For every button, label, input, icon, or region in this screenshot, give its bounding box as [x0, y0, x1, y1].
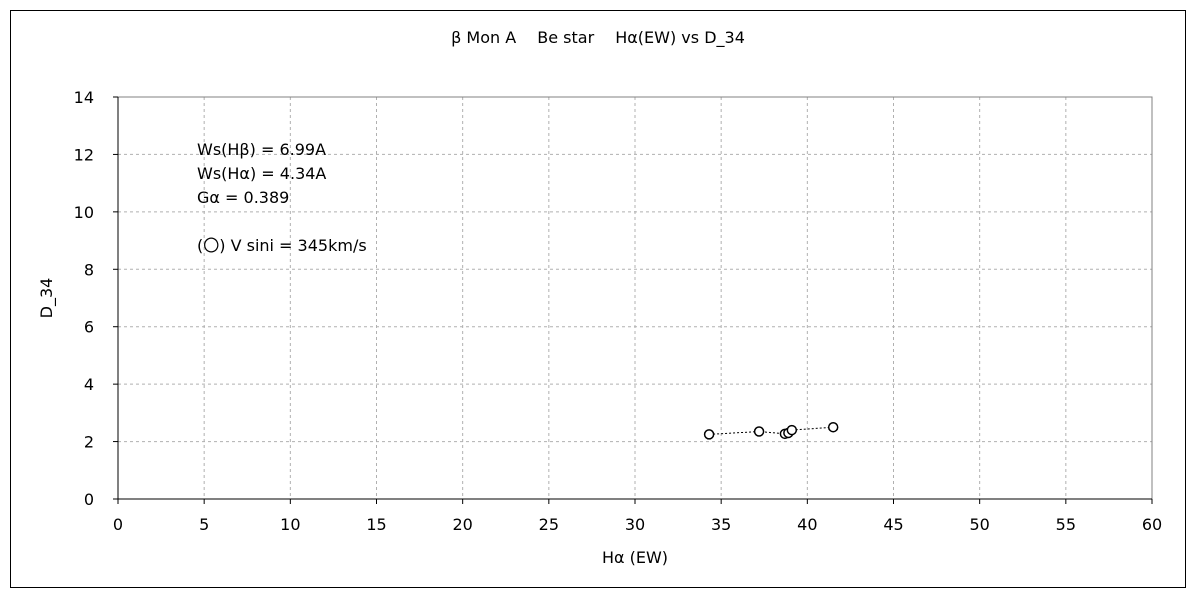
data-point	[786, 424, 798, 436]
x-tick-label: 25	[539, 515, 559, 534]
x-tick-label: 0	[113, 515, 123, 534]
data-point	[703, 429, 715, 440]
y-tick-label: 10	[74, 203, 94, 222]
y-tick-label: 4	[84, 375, 94, 394]
data-point	[753, 426, 765, 437]
annotation-ws-hbeta: Ws(Hβ) = 6.99A	[197, 140, 326, 159]
y-tick-label: 6	[84, 318, 94, 337]
x-tick-label: 45	[883, 515, 903, 534]
y-tick-label: 12	[74, 145, 94, 164]
chart-frame	[10, 10, 1186, 588]
data-point	[827, 421, 839, 433]
chart-title: β Mon A Be star Hα(EW) vs D_34	[451, 28, 745, 48]
x-axis-label: Hα (EW)	[602, 548, 668, 567]
series-line	[709, 426, 834, 435]
x-tick-label: 5	[199, 515, 209, 534]
data-marks	[703, 421, 839, 440]
y-tick-label: 2	[84, 433, 94, 452]
annotation-ws-halpha: Ws(Hα) = 4.34A	[197, 164, 326, 183]
x-tick-label: 15	[366, 515, 386, 534]
x-tick-label: 40	[797, 515, 817, 534]
x-tick-label: 55	[1056, 515, 1076, 534]
y-tick-label: 0	[84, 490, 94, 509]
ticks: 0 5 10 15 20 25 30 35 40 45 50 55 60 0 2 4 6 8 10 12 14	[74, 88, 1163, 534]
x-tick-label: 30	[625, 515, 645, 534]
x-tick-label: 60	[1142, 515, 1162, 534]
x-tick-label: 50	[969, 515, 989, 534]
y-axis-label: D_34	[37, 278, 57, 319]
x-tick-label: 10	[280, 515, 300, 534]
y-tick-label: 8	[84, 260, 94, 279]
y-tick-label: 14	[74, 88, 94, 107]
x-tick-label: 20	[452, 515, 472, 534]
annotation-vsini: (〇) V sini = 345km/s	[197, 236, 367, 255]
grid	[118, 97, 1152, 499]
x-tick-label: 35	[711, 515, 731, 534]
annotation-g-alpha: Gα = 0.389	[197, 188, 289, 207]
